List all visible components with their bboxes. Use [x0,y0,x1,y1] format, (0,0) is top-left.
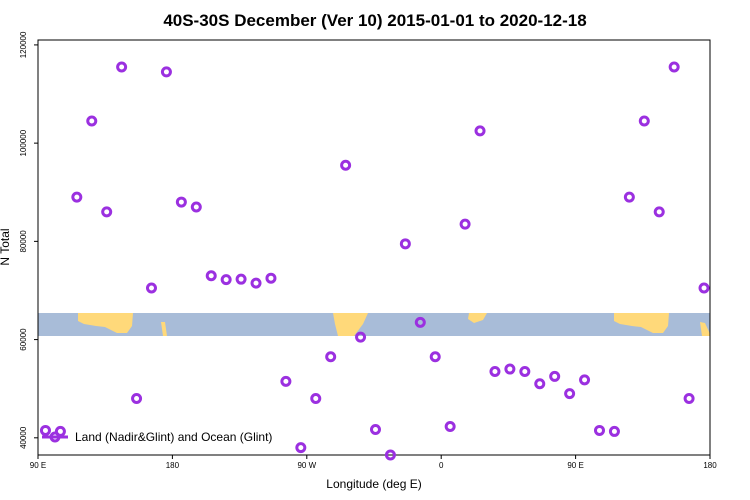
data-point [54,425,66,437]
y-axis: 40000 60000 80000 100000 120000 [19,31,38,449]
x-tick-label: 90 W [297,461,316,470]
data-point [190,201,202,213]
y-tick-label: 40000 [19,426,28,449]
data-points [39,61,710,461]
y-tick-label: 100000 [19,129,28,156]
y-tick-label: 60000 [19,328,28,351]
ocean-band [38,313,710,336]
chart-title: 40S-30S December (Ver 10) 2015-01-01 to … [163,11,586,30]
data-point [534,378,546,390]
x-axis-label: Longitude (deg E) [326,477,421,491]
data-point [653,206,665,218]
land-south-america [333,313,368,336]
data-point [459,218,471,230]
data-point [444,421,456,433]
data-point [325,351,337,363]
x-tick-label: 0 [439,461,444,470]
land-new-zealand [700,322,710,336]
y-tick-label: 120000 [19,31,28,58]
x-axis: 90 E 180 90 W 0 90 E 180 [30,455,717,470]
data-point [175,196,187,208]
data-point [39,424,51,436]
data-point [250,277,262,289]
data-point [160,66,172,78]
data-point [355,331,367,343]
data-point [86,115,98,127]
y-tick-label: 80000 [19,230,28,253]
legend: Land (Nadir&Glint) and Ocean (Glint) [42,430,272,444]
map-band [38,313,710,336]
data-point [101,206,113,218]
land-australia [78,313,133,333]
y-axis-label: N Total [0,228,12,265]
data-point [489,366,501,378]
data-point [549,370,561,382]
land-africa [468,313,487,323]
data-point [384,449,396,461]
land-australia [614,313,669,333]
data-point [504,363,516,375]
data-point [145,282,157,294]
data-point [608,425,620,437]
plot-frame [37,39,711,456]
data-point [683,393,695,405]
x-tick-label: 90 E [30,461,46,470]
data-point [205,270,217,282]
data-point [220,274,232,286]
data-point [280,375,292,387]
x-tick-label: 90 E [567,461,583,470]
data-point [414,316,426,328]
data-point [668,61,680,73]
land-new-zealand [161,322,167,336]
data-point [519,366,531,378]
data-point [340,159,352,171]
data-point [310,393,322,405]
data-point [579,374,591,386]
data-point [235,273,247,285]
data-point [116,61,128,73]
legend-marker [49,431,61,443]
data-point [593,424,605,436]
data-point [474,125,486,137]
data-point [429,351,441,363]
legend-label: Land (Nadir&Glint) and Ocean (Glint) [75,430,272,444]
data-point [638,115,650,127]
data-point [295,442,307,454]
x-tick-label: 180 [703,461,717,470]
data-point [131,393,143,405]
data-point [399,238,411,250]
x-tick-label: 180 [166,461,180,470]
data-point [71,191,83,203]
data-point [623,191,635,203]
data-point [369,423,381,435]
data-point [698,282,710,294]
data-point [265,272,277,284]
data-point [564,388,576,400]
